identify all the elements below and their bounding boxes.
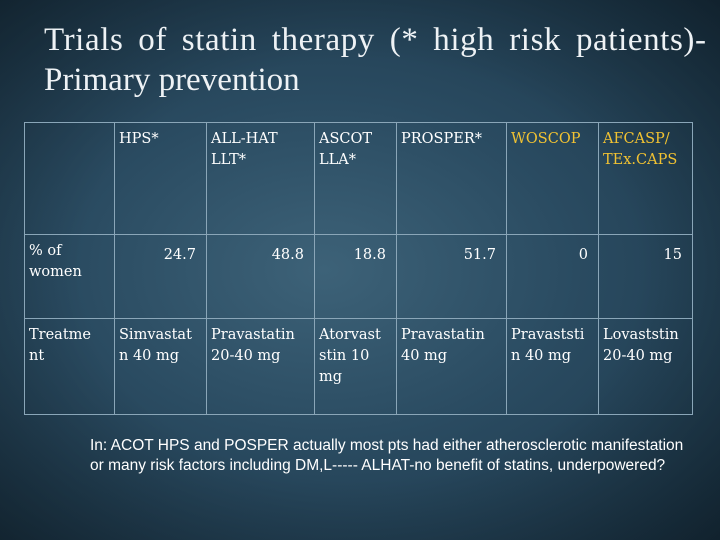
cell-treatment-hps: Simvastat n 40 mg: [114, 318, 207, 415]
cell-treatment-prosper: Pravastatin 40 mg: [396, 318, 507, 415]
header-hps: HPS*: [114, 122, 207, 235]
table-row: Treatme nt Simvastat n 40 mg Pravastatin…: [24, 318, 693, 415]
header-corner: [24, 122, 115, 235]
footnote-text: In: ACOT HPS and POSPER actually most pt…: [90, 437, 684, 474]
row-label-treatment: Treatme nt: [24, 318, 115, 415]
cell-treatment-allhat: Pravastatin 20-40 mg: [206, 318, 315, 415]
row-label-women: % of women: [24, 234, 115, 319]
statin-trials-table: HPS* ALL-HAT LLT* ASCOT LLA* PROSPER* WO…: [24, 122, 693, 415]
cell-treatment-ascot: Atorvast stin 10 mg: [314, 318, 397, 415]
cell-women-ascot: 18.8: [314, 234, 397, 319]
header-allhat: ALL-HAT LLT*: [206, 122, 315, 235]
cell-women-woscop: 0: [506, 234, 599, 319]
cell-treatment-woscop: Pravaststi n 40 mg: [506, 318, 599, 415]
cell-treatment-afcasp: Lovaststin 20-40 mg: [598, 318, 693, 415]
header-ascot: ASCOT LLA*: [314, 122, 397, 235]
cell-women-prosper: 51.7: [396, 234, 507, 319]
header-woscop: WOSCOP: [506, 122, 599, 235]
title-line-2: Primary prevention: [44, 62, 300, 98]
header-afcasp: AFCASP/ TEx.CAPS: [598, 122, 693, 235]
title-line-1: Trials of statin therapy (* high risk pa…: [44, 22, 707, 58]
cell-women-afcasp: 15: [598, 234, 693, 319]
table-header-row: HPS* ALL-HAT LLT* ASCOT LLA* PROSPER* WO…: [24, 122, 693, 235]
header-prosper: PROSPER*: [396, 122, 507, 235]
slide-title: Trials of statin therapy (* high risk pa…: [44, 20, 707, 100]
cell-women-allhat: 48.8: [206, 234, 315, 319]
cell-women-hps: 24.7: [114, 234, 207, 319]
table-row: % of women 24.7 48.8 18.8 51.7 0 15: [24, 234, 693, 319]
